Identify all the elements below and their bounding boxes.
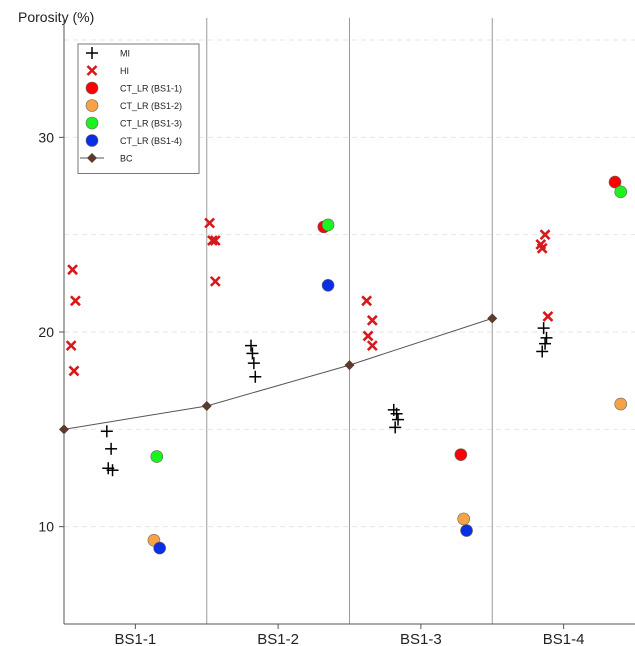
legend-label: CT_LR (BS1-3) [120, 119, 182, 129]
legend-marker [85, 81, 99, 95]
legend-label: CT_LR (BS1-1) [120, 84, 182, 94]
x-marker-b [536, 242, 548, 254]
legend-label: CT_LR (BS1-2) [120, 101, 182, 111]
data-point [321, 218, 335, 232]
axes: 10 20 30 BS1-1 BS1-2 BS1-3 BS1-4 [38, 18, 635, 646]
data-point [207, 235, 218, 246]
data-point [70, 295, 81, 307]
y-tick-label: 30 [38, 129, 54, 145]
data-point [204, 217, 216, 229]
data-point [344, 360, 355, 371]
legend-marker [86, 47, 98, 59]
y-tick-label: 10 [38, 519, 54, 535]
data-point [366, 314, 378, 326]
data-point [106, 464, 119, 477]
data-point [321, 278, 335, 292]
x-marker-b [542, 311, 554, 322]
data-point [209, 275, 221, 287]
x-marker-b [362, 330, 374, 342]
x-marker-b [209, 235, 221, 246]
y-axis-title: Porosity (%) [18, 9, 94, 25]
legend-marker [87, 153, 97, 163]
data-point [68, 365, 80, 377]
data-point [539, 229, 551, 241]
x-marker-b [65, 340, 77, 352]
data-point [457, 512, 471, 526]
data-point [614, 397, 628, 411]
data-point [540, 331, 553, 344]
data-point [67, 264, 78, 276]
legend-marker [85, 99, 99, 112]
data-point [614, 185, 628, 199]
x-marker-b [86, 65, 98, 76]
data-point [537, 322, 550, 335]
data-point [201, 400, 212, 411]
x-marker-b [366, 340, 378, 352]
legend-marker [86, 65, 98, 76]
data-point [153, 541, 166, 555]
data-point [536, 242, 548, 254]
x-marker-b [539, 229, 551, 241]
data-point [209, 235, 221, 246]
x-tick-label: BS1-4 [543, 631, 585, 646]
data-point [536, 345, 549, 358]
data-point [392, 413, 405, 426]
legend-marker [85, 134, 99, 147]
data-point [539, 337, 552, 350]
x-marker-b [68, 365, 80, 377]
legend-label: CT_LR (BS1-4) [120, 136, 182, 146]
x-marker-b [361, 295, 373, 307]
data-point [487, 313, 498, 324]
x-marker-b [535, 238, 547, 250]
x-tick-label: BS1-1 [115, 631, 157, 646]
x-marker-b [70, 295, 81, 307]
bc-series-line [63, 317, 493, 430]
data-point [362, 330, 374, 342]
data-point [249, 370, 262, 383]
x-tick-label: BS1-3 [400, 631, 442, 646]
data-point [390, 407, 403, 420]
legend-label: MI [120, 49, 130, 59]
x-marker-b [207, 235, 218, 246]
data-point [389, 421, 402, 434]
x-marker-b [209, 275, 221, 287]
legend: MI HI CT_LR (BS1-1) CT_LR (BS1-2) CT_LR (BS1… [77, 43, 200, 174]
legend-marker [85, 116, 99, 130]
x-marker-b [366, 314, 378, 326]
data-point [65, 340, 77, 352]
category-separators [206, 18, 493, 624]
data-point [245, 339, 258, 352]
data-point [454, 448, 468, 461]
data-point [59, 424, 69, 435]
data-point [361, 295, 373, 307]
data-point [150, 450, 164, 463]
data-points [59, 175, 628, 555]
data-point [105, 442, 118, 455]
data-point [608, 175, 622, 189]
legend-label: BC [120, 154, 133, 164]
legend-box [77, 43, 200, 174]
data-point [247, 357, 260, 370]
data-point [246, 347, 259, 360]
x-tick-label: BS1-2 [257, 631, 299, 646]
x-marker-b [67, 264, 78, 276]
x-marker-b [204, 217, 216, 229]
legend-label: HI [120, 66, 129, 76]
data-point [542, 311, 554, 322]
y-tick-label: 20 [38, 324, 54, 340]
data-point [366, 340, 378, 352]
data-point [100, 425, 113, 438]
data-point [460, 524, 473, 537]
